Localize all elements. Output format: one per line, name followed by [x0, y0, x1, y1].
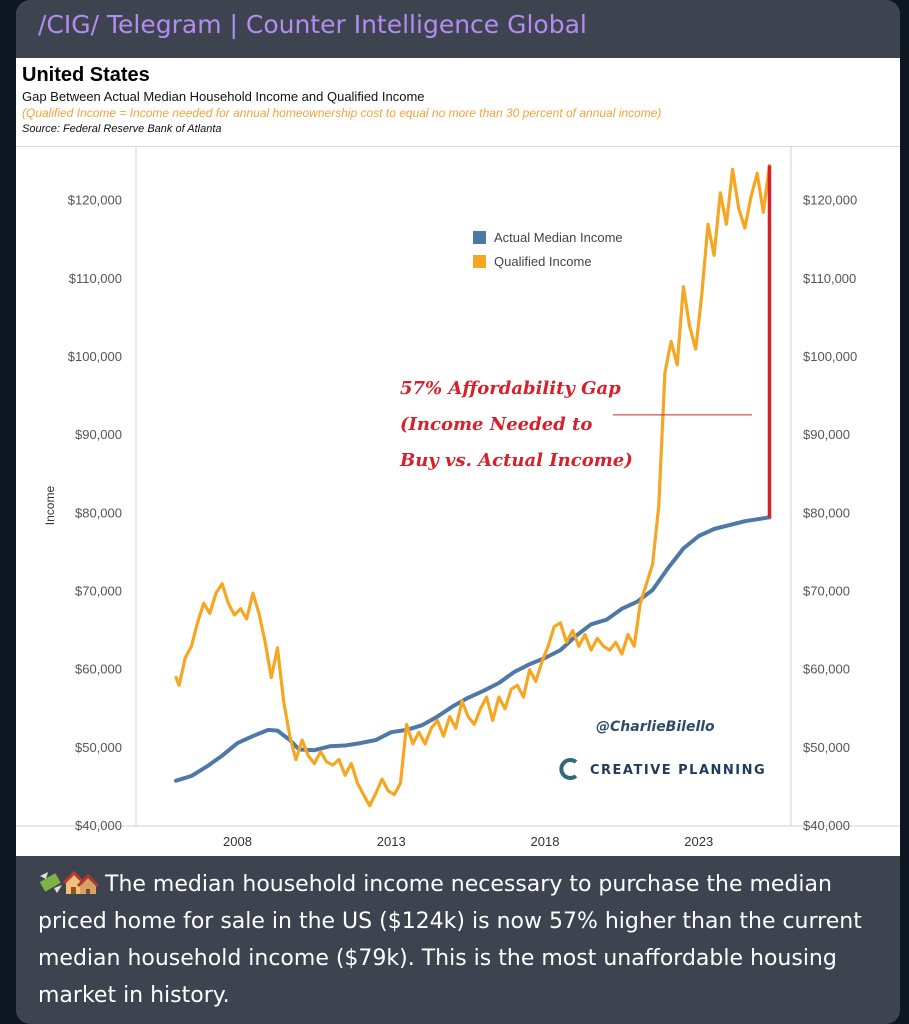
y-tick-label-left: $90,000: [75, 427, 122, 442]
chart-series: [174, 163, 772, 808]
y-tick-label-right: $110,000: [803, 271, 856, 286]
y-tick-label-left: $100,000: [68, 349, 122, 364]
legend-label: Qualified Income: [494, 254, 592, 269]
affordability-gap-annotation: 57% Affordability Gap (Income Needed to Bu…: [399, 165, 772, 518]
gap-annotation-line: Buy vs. Actual Income): [399, 450, 633, 471]
x-tick-label: 2013: [377, 834, 406, 849]
y-axis-label: Income: [43, 486, 57, 526]
watermark-brand: CREATIVE PLANNING: [590, 763, 766, 778]
watermarks: @CharlieBilello CREATIVE PLANNING: [559, 719, 766, 780]
x-tick-label: 2008: [223, 834, 252, 849]
y-tick-label-left: $70,000: [75, 584, 122, 599]
gap-annotation-line: (Income Needed to: [400, 414, 592, 435]
income-line-chart: $40,000 $40,000 $50,000 $50,000 $60,000 $60,0…: [16, 146, 900, 849]
gap-annotation-line: 57% Affordability Gap: [400, 378, 621, 399]
money-with-wings-icon: [40, 872, 62, 893]
chart-source: Source: Federal Reserve Bank of Atlanta: [22, 123, 222, 135]
legend-swatch: [473, 231, 486, 244]
chart-definition-note: (Qualified Income = Income needed for an…: [22, 106, 662, 120]
chart-image[interactable]: United States Gap Between Actual Median …: [16, 58, 900, 856]
message-caption: The median household income necessary to…: [38, 866, 878, 1014]
legend-label: Actual Median Income: [494, 230, 623, 245]
channel-name-link[interactable]: /CIG/ Telegram | Counter Intelligence Gl…: [38, 10, 587, 39]
chart-subtitle: Gap Between Actual Median Household Inco…: [22, 89, 425, 104]
y-tick-label-left: $110,000: [69, 271, 122, 286]
y-tick-label-right: $80,000: [803, 505, 850, 520]
chart-title: United States: [22, 64, 150, 86]
y-tick-label-right: $60,000: [803, 662, 850, 677]
y-tick-label-right: $70,000: [803, 584, 850, 599]
y-tick-label-left: $60,000: [75, 662, 122, 677]
chart-legend: Actual Median Income Qualified Income: [473, 230, 623, 269]
watermark-handle: @CharlieBilello: [596, 719, 715, 735]
chart-axes: $40,000 $40,000 $50,000 $50,000 $60,000 $60,0…: [16, 146, 900, 849]
caption-text: The median household income necessary to…: [38, 872, 862, 1008]
creative-planning-logo-icon: [559, 758, 578, 780]
message-bubble: /CIG/ Telegram | Counter Intelligence Gl…: [16, 0, 900, 1024]
qualified-income-line: [174, 163, 772, 808]
y-tick-label-left: $50,000: [75, 740, 122, 755]
money-houses-emoji-icon: [40, 870, 98, 894]
y-tick-label-left: $120,000: [68, 193, 122, 208]
chart-header: United States Gap Between Actual Median …: [16, 58, 900, 147]
x-tick-label: 2018: [531, 834, 560, 849]
y-tick-label-right: $40,000: [803, 818, 850, 833]
y-tick-label-left: $80,000: [75, 505, 122, 520]
y-tick-label-right: $50,000: [803, 740, 850, 755]
y-tick-label-right: $100,000: [803, 349, 857, 364]
y-tick-label-right: $120,000: [803, 193, 857, 208]
houses-icon: [62, 870, 98, 894]
actual-income-line: [174, 515, 772, 783]
x-tick-label: 2023: [684, 834, 713, 849]
y-tick-label-left: $40,000: [75, 818, 122, 833]
legend-swatch: [473, 255, 486, 268]
y-tick-label-right: $90,000: [803, 427, 850, 442]
